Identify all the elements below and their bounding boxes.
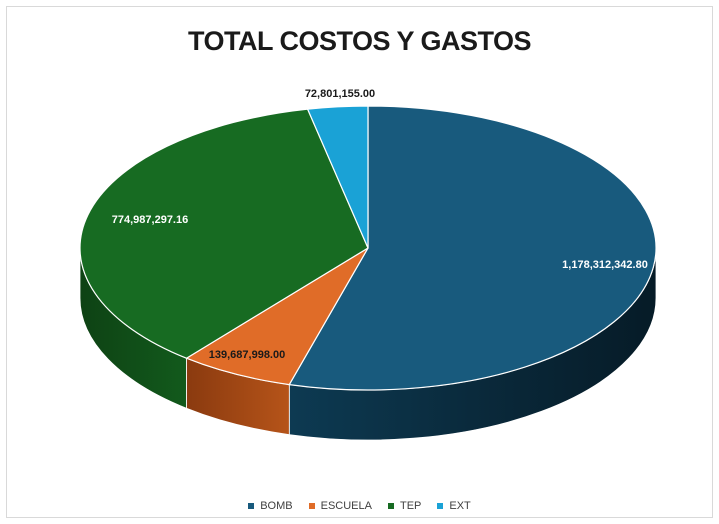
legend-swatch-escuela xyxy=(308,503,315,509)
legend-label-ext: EXT xyxy=(449,500,471,512)
pie-sides xyxy=(79,247,657,441)
chart-legend: BOMB ESCUELA TEP EXT xyxy=(0,500,719,512)
legend-label-escuela: ESCUELA xyxy=(320,500,372,512)
pie-slice-bomb xyxy=(288,105,657,391)
pie-slice-tep xyxy=(79,108,369,359)
legend-item-bomb: BOMB xyxy=(248,500,293,512)
legend-item-ext: EXT xyxy=(437,500,471,512)
legend-label-tep: TEP xyxy=(399,500,422,512)
pie-slice-escuela xyxy=(185,247,369,386)
legend-item-tep: TEP xyxy=(387,500,422,512)
data-label-tep: 774,987,297.16 xyxy=(112,214,188,226)
pie-data-labels: 1,178,312,342.80 139,687,998.00 774,987,29… xyxy=(112,88,648,361)
chart-title: TOTAL COSTOS Y GASTOS xyxy=(187,26,532,56)
data-label-escuela: 139,687,998.00 xyxy=(209,349,285,361)
legend-item-escuela: ESCUELA xyxy=(308,500,372,512)
data-label-bomb: 1,178,312,342.80 xyxy=(562,259,648,271)
legend-swatch-ext xyxy=(437,503,444,509)
legend-label-bomb: BOMB xyxy=(260,500,293,512)
data-label-ext: 72,801,155.00 xyxy=(305,88,375,100)
pie-slice-ext xyxy=(306,105,369,249)
pie-slices xyxy=(79,105,657,391)
legend-swatch-tep xyxy=(387,503,394,509)
legend-swatch-bomb xyxy=(248,503,255,509)
